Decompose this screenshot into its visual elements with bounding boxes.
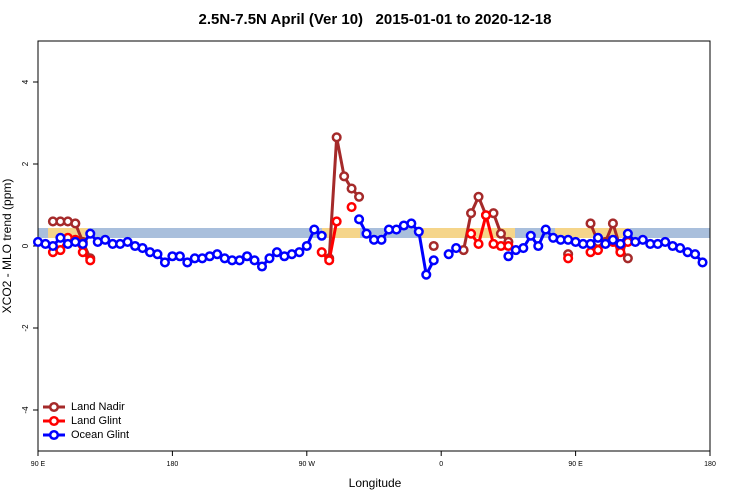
point	[637, 234, 648, 245]
point	[264, 253, 275, 264]
point	[271, 247, 282, 258]
point	[563, 253, 574, 264]
point	[242, 251, 253, 262]
point	[70, 218, 81, 229]
y-tick-label: 2	[21, 161, 30, 166]
point	[85, 228, 96, 239]
point	[540, 224, 551, 235]
point	[47, 240, 58, 252]
point	[85, 255, 96, 266]
point	[413, 226, 424, 237]
y-tick-label: -2	[21, 324, 30, 332]
legend-label: Ocean Glint	[71, 429, 129, 441]
point	[376, 234, 387, 245]
point	[451, 243, 462, 254]
point	[309, 224, 320, 235]
x-tick-label: 180	[167, 461, 179, 468]
point	[361, 228, 372, 239]
point	[346, 183, 357, 194]
ocean-band	[38, 228, 710, 238]
point	[525, 230, 536, 241]
point	[354, 214, 365, 225]
point	[533, 240, 544, 252]
land-band	[555, 228, 630, 238]
point	[503, 240, 514, 252]
point	[600, 238, 611, 249]
point	[466, 228, 477, 239]
point	[182, 257, 193, 268]
y-tick-label: 4	[21, 79, 30, 84]
point	[316, 247, 327, 258]
point	[212, 249, 223, 260]
point	[100, 234, 111, 245]
point	[660, 236, 671, 247]
point	[137, 243, 148, 254]
x-tick-label: 0	[439, 461, 443, 468]
point	[316, 230, 327, 241]
point	[331, 216, 342, 227]
x-tick-label: 180	[704, 461, 716, 468]
point	[592, 232, 604, 243]
x-axis-label: Longitude	[349, 476, 402, 490]
point	[294, 247, 305, 258]
point	[152, 249, 163, 260]
y-tick-label: 0	[21, 243, 30, 248]
point	[256, 261, 268, 272]
y-axis-label: XCO2 - MLO trend (ppm)	[0, 179, 14, 314]
point	[354, 191, 365, 202]
point	[615, 238, 626, 249]
point	[234, 255, 245, 266]
land-band	[322, 228, 360, 238]
point	[585, 238, 596, 249]
point	[443, 249, 454, 260]
point	[697, 257, 708, 268]
point	[421, 269, 432, 280]
point	[77, 247, 88, 258]
point	[466, 208, 477, 219]
point	[159, 257, 170, 268]
point	[428, 240, 439, 252]
x-tick-label: 90 E	[568, 461, 583, 468]
legend-label: Land Nadir	[71, 401, 125, 413]
point	[585, 218, 596, 229]
point	[503, 251, 514, 262]
x-tick-label: 90 W	[299, 461, 316, 468]
point	[391, 224, 402, 235]
point	[122, 236, 133, 247]
legend-marker	[48, 401, 60, 413]
point	[622, 228, 633, 239]
point	[406, 218, 417, 229]
point	[174, 251, 185, 262]
point	[428, 255, 439, 266]
y-tick-label: -4	[21, 406, 30, 414]
point	[55, 232, 66, 243]
point	[346, 202, 357, 213]
point	[473, 191, 484, 202]
point	[518, 243, 529, 254]
point	[615, 247, 626, 258]
legend-marker	[48, 429, 60, 441]
point	[249, 255, 260, 266]
chart-title: 2.5N-7.5N April (Ver 10) 2015-01-01 to 2…	[199, 11, 552, 28]
point	[607, 234, 618, 245]
x-tick-label: 90 E	[31, 461, 46, 468]
legend-marker	[48, 415, 60, 427]
point	[622, 253, 633, 264]
point	[77, 238, 88, 249]
point	[324, 255, 335, 266]
point	[55, 245, 66, 256]
point	[607, 218, 618, 229]
point	[339, 171, 350, 182]
point	[480, 210, 492, 221]
point	[690, 249, 701, 260]
point	[675, 243, 686, 254]
legend-label: Land Glint	[71, 415, 121, 427]
point	[331, 132, 342, 143]
point	[473, 238, 484, 249]
point	[495, 228, 506, 239]
point	[301, 240, 312, 252]
point	[592, 245, 604, 256]
